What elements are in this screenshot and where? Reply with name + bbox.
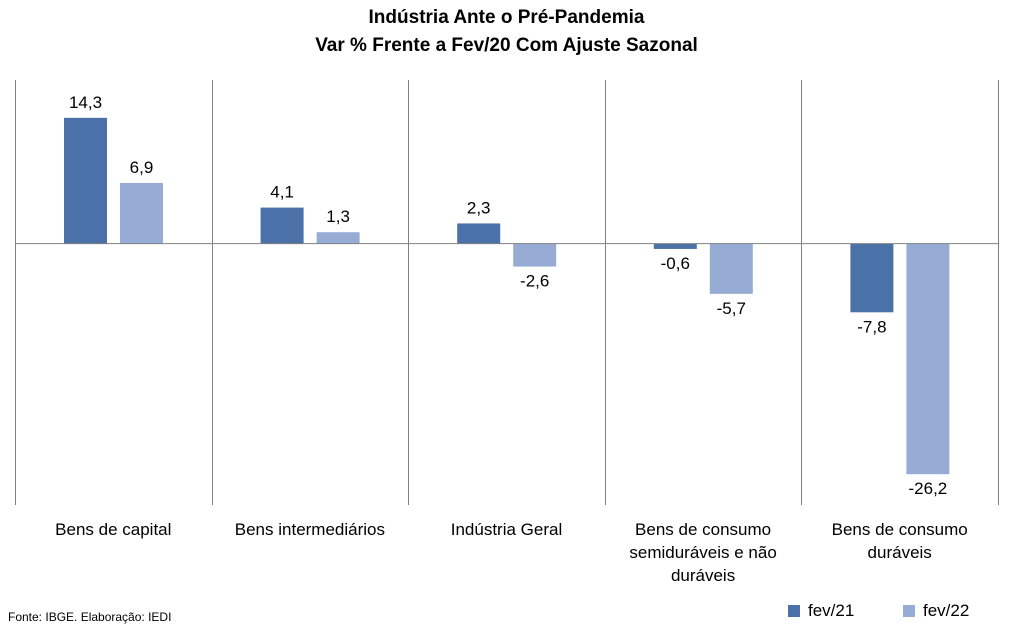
category-label-line: duráveis: [867, 543, 932, 562]
bar-fev21-3: [653, 243, 697, 249]
bar-fev21-4: [850, 243, 894, 313]
bar-fev22-0: [120, 182, 163, 244]
chart-title: Indústria Ante o Pré-Pandemia: [368, 7, 645, 28]
legend-swatch-fev21: [788, 605, 800, 617]
data-label: -7,8: [857, 317, 886, 336]
legend-item-fev21: fev/21: [788, 601, 854, 621]
bar-fev22-2: [513, 243, 557, 267]
category-label-line: Bens de consumo: [831, 520, 968, 539]
legend-swatch-fev22: [903, 605, 915, 617]
bar-fev22-4: [906, 243, 950, 475]
legend-label-fev21: fev/21: [808, 601, 855, 620]
category-label: Indústria Geral: [412, 518, 602, 541]
chart-subtitle: Var % Frente a Fev/20 Com Ajuste Sazonal: [315, 35, 698, 56]
category-label-line: duráveis: [670, 566, 736, 585]
category-label: Bens de consumo semiduráveis e não durávei…: [608, 518, 798, 587]
bar-fev22-3: [709, 243, 753, 294]
data-label: 6,9: [130, 158, 154, 177]
bar-fev22-1: [316, 232, 360, 244]
source-note: Fonte: IBGE. Elaboração: IEDI: [8, 610, 172, 624]
category-label-line: Bens de capital: [55, 520, 172, 539]
category-label-line: Bens intermediários: [234, 520, 386, 539]
data-label: 1,3: [326, 207, 350, 226]
data-label: 4,1: [270, 183, 294, 202]
data-label: -0,6: [661, 254, 690, 273]
legend-label-fev22: fev/22: [923, 601, 970, 620]
data-label: 2,3: [467, 198, 491, 217]
category-label-line: Bens de consumo: [635, 520, 772, 539]
data-label: -26,2: [909, 479, 948, 498]
data-label: -2,6: [520, 272, 549, 291]
category-label-line: Indústria Geral: [450, 520, 563, 539]
category-label-line: semiduráveis e não: [629, 543, 777, 562]
bar-fev21-2: [457, 223, 501, 244]
category-label: Bens de consumo duráveis: [805, 518, 995, 564]
data-label: -5,7: [717, 299, 746, 318]
legend-item-fev22: fev/22: [903, 601, 969, 621]
category-label: Bens de capital: [18, 518, 208, 541]
bar-fev21-0: [64, 117, 107, 244]
data-label: 14,3: [69, 93, 102, 112]
category-label: Bens intermediários: [215, 518, 405, 541]
bar-fev21-1: [260, 207, 304, 244]
